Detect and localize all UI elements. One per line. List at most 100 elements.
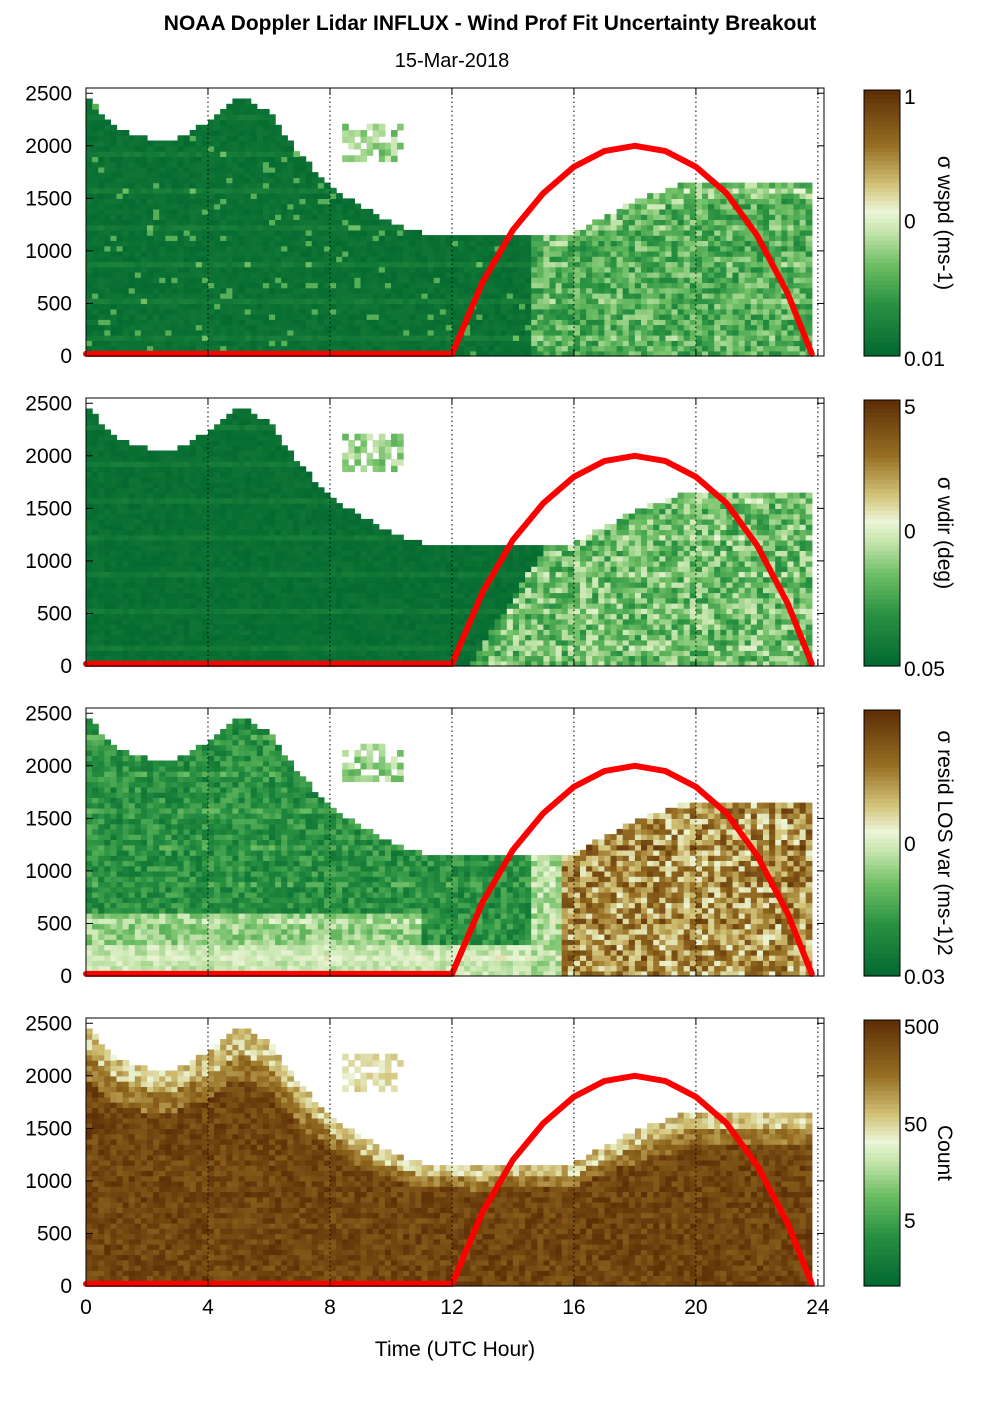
heatmap-cell bbox=[348, 277, 355, 284]
heatmap-cell bbox=[153, 340, 160, 347]
heatmap-cell bbox=[531, 282, 538, 289]
heatmap-cell bbox=[683, 208, 691, 215]
heatmap-cell bbox=[134, 592, 142, 599]
heatmap-cell bbox=[567, 324, 575, 331]
heatmap-cell bbox=[177, 314, 185, 320]
heatmap-cell bbox=[634, 298, 642, 305]
heatmap-cell bbox=[110, 219, 118, 226]
heatmap-cell bbox=[305, 219, 313, 226]
heatmap-cell bbox=[427, 335, 435, 341]
heatmap-cell bbox=[177, 466, 185, 473]
heatmap-cell bbox=[488, 235, 496, 241]
heatmap-cell bbox=[287, 266, 294, 273]
heatmap-cell bbox=[128, 145, 136, 152]
heatmap-cell bbox=[214, 319, 221, 326]
heatmap-cell bbox=[226, 292, 233, 299]
heatmap-cell bbox=[244, 335, 252, 341]
heatmap-cell bbox=[208, 335, 215, 341]
heatmap-cell bbox=[244, 172, 252, 178]
heatmap-cell bbox=[293, 277, 301, 284]
heatmap-cell bbox=[555, 335, 563, 341]
heatmap-cell bbox=[659, 203, 666, 210]
heatmap-cell bbox=[543, 256, 551, 263]
heatmap-cell bbox=[128, 503, 136, 509]
heatmap-cell bbox=[195, 576, 203, 583]
heatmap-cell bbox=[262, 161, 270, 168]
heatmap-cell bbox=[189, 497, 197, 504]
heatmap-cell bbox=[610, 287, 618, 294]
heatmap-cell bbox=[110, 608, 118, 615]
heatmap-cell bbox=[250, 345, 258, 352]
heatmap-cell bbox=[476, 303, 483, 310]
heatmap-cell bbox=[750, 308, 758, 315]
heatmap-cell bbox=[226, 214, 233, 220]
heatmap-cell bbox=[763, 261, 770, 268]
heatmap-cell bbox=[482, 287, 490, 294]
heatmap-cell bbox=[470, 340, 477, 347]
heatmap-cell bbox=[147, 140, 154, 147]
heatmap-cell bbox=[226, 208, 233, 215]
heatmap-cell bbox=[128, 482, 136, 488]
heatmap-cell bbox=[183, 650, 191, 657]
heatmap-cell bbox=[720, 277, 727, 284]
heatmap-cell bbox=[305, 240, 313, 247]
heatmap-cell bbox=[104, 518, 111, 525]
heatmap-cell bbox=[220, 256, 227, 263]
heatmap-cell bbox=[293, 250, 301, 257]
heatmap-cell bbox=[634, 250, 642, 257]
heatmap-cell bbox=[153, 266, 160, 273]
heatmap-cell bbox=[165, 613, 172, 620]
heatmap-cell bbox=[348, 198, 355, 205]
heatmap-cell bbox=[799, 219, 807, 226]
heatmap-cell bbox=[128, 229, 136, 236]
heatmap-cell bbox=[201, 193, 209, 199]
heatmap-cell bbox=[714, 329, 721, 336]
heatmap-cell bbox=[641, 219, 648, 226]
heatmap-cell bbox=[598, 282, 605, 289]
heatmap-cell bbox=[171, 529, 179, 536]
heatmap-cell bbox=[647, 235, 654, 241]
heatmap-cell bbox=[372, 282, 380, 289]
heatmap-cell bbox=[104, 650, 111, 657]
heatmap-cell bbox=[366, 298, 374, 305]
heatmap-cell bbox=[147, 219, 154, 226]
heatmap-cell bbox=[214, 145, 221, 152]
heatmap-cell bbox=[159, 214, 166, 220]
heatmap-cell bbox=[110, 271, 118, 278]
heatmap-cell bbox=[159, 455, 166, 462]
heatmap-cell bbox=[372, 136, 380, 144]
heatmap-cell bbox=[689, 235, 697, 241]
heatmap-cell bbox=[208, 250, 215, 257]
heatmap-cell bbox=[269, 319, 276, 326]
heatmap-cell bbox=[628, 340, 636, 347]
heatmap-cell bbox=[195, 298, 203, 305]
heatmap-cell bbox=[165, 513, 172, 520]
heatmap-cell bbox=[116, 166, 124, 173]
heatmap-cell bbox=[397, 123, 404, 131]
heatmap-cell bbox=[104, 634, 111, 641]
heatmap-cell bbox=[756, 324, 764, 331]
heatmap-cell bbox=[555, 308, 563, 315]
heatmap-cell bbox=[165, 340, 172, 347]
heatmap-cell bbox=[269, 182, 276, 189]
heatmap-cell bbox=[110, 650, 118, 657]
colorbar-band bbox=[864, 209, 900, 215]
heatmap-cell bbox=[561, 271, 569, 278]
heatmap-cell bbox=[244, 245, 252, 252]
heatmap-cell bbox=[122, 303, 130, 310]
heatmap-cell bbox=[147, 156, 154, 163]
heatmap-cell bbox=[226, 261, 233, 268]
heatmap-cell bbox=[348, 130, 355, 137]
heatmap-cell bbox=[384, 155, 392, 163]
heatmap-cell bbox=[299, 219, 307, 226]
heatmap-cell bbox=[726, 340, 734, 347]
heatmap-cell bbox=[177, 345, 185, 352]
heatmap-cell bbox=[433, 250, 441, 257]
heatmap-cell bbox=[293, 335, 301, 341]
heatmap-cell bbox=[805, 324, 813, 331]
heatmap-cell bbox=[714, 324, 721, 331]
heatmap-cell bbox=[104, 534, 111, 541]
heatmap-cell bbox=[262, 151, 270, 157]
heatmap-cell bbox=[695, 261, 703, 268]
heatmap-cell bbox=[140, 571, 148, 578]
